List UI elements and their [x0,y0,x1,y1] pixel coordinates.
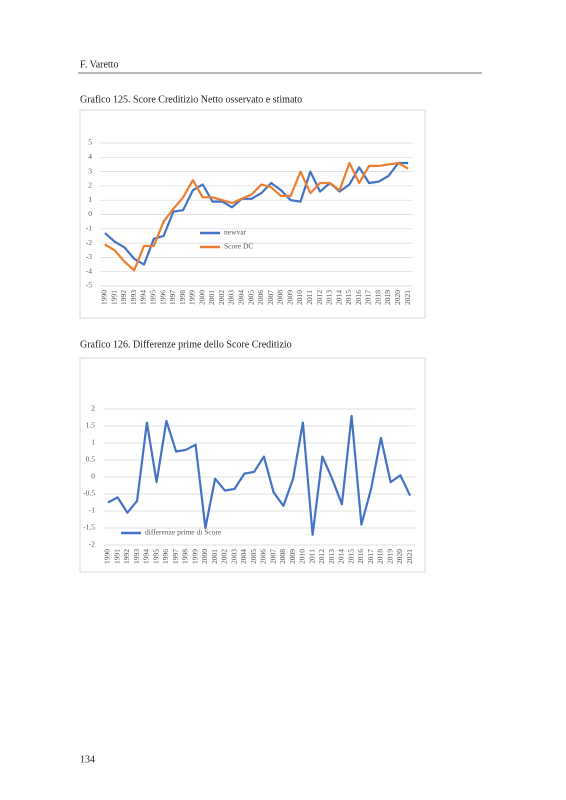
x-tick-label: 2002 [220,549,229,564]
x-tick-label: 1991 [109,290,118,305]
x-tick-label: 1997 [171,549,180,564]
x-tick-label: 1993 [132,549,141,564]
y-tick-label: 0 [88,209,92,218]
x-tick-label: 1998 [181,549,190,564]
x-tick-label: 1999 [190,549,199,564]
x-tick-label: 2021 [405,549,414,564]
x-tick-label: 2017 [364,290,373,305]
y-tick-label: -4 [86,266,92,275]
x-tick-label: 2017 [366,549,375,564]
x-tick-label: 1994 [142,549,151,564]
y-tick-label: 1.5 [86,421,96,430]
page-number: 134 [80,754,95,765]
x-tick-label: 2011 [307,549,316,564]
x-tick-label: 2005 [249,549,258,564]
x-tick-label: 2009 [288,549,297,564]
data-line [104,161,409,272]
x-tick-label: 2015 [346,549,355,564]
x-tick-label: 2018 [374,290,383,305]
x-tick-label: 2018 [376,549,385,564]
x-tick-label: 2016 [356,549,365,564]
y-tick-label: -3 [86,252,92,261]
x-tick-label: 2003 [227,290,236,305]
y-tick-label: 3 [88,166,92,175]
x-tick-label: 2003 [229,549,238,564]
x-tick-label: 2001 [210,549,219,564]
x-tick-label: 2000 [197,290,206,305]
x-tick-label: 2021 [403,290,412,305]
x-tick-label: 2011 [305,290,314,305]
y-tick-label: 0.5 [86,455,96,464]
x-tick-label: 2010 [295,290,304,305]
x-tick-label: 2006 [256,290,265,305]
x-tick-label: 2010 [298,549,307,564]
x-tick-label: 2012 [317,549,326,564]
x-tick-label: 1990 [100,290,109,305]
x-tick-label: 2007 [266,290,275,305]
x-tick-label: 2000 [200,549,209,564]
y-tick-label: 1 [88,195,92,204]
x-tick-label: 2009 [285,290,294,305]
x-tick-label: 2016 [354,290,363,305]
x-tick-label: 1993 [129,290,138,305]
x-tick-label: 2015 [344,290,353,305]
y-tick-label: -0.5 [83,489,95,498]
x-tick-label: 2001 [207,290,216,305]
x-tick-label: 1997 [168,290,177,305]
x-tick-label: 1992 [122,549,131,564]
x-tick-label: 1991 [112,549,121,564]
y-tick-label: 2 [91,404,95,413]
x-tick-label: 1998 [178,290,187,305]
x-tick-label: 2008 [278,549,287,564]
x-tick-label: 1995 [151,549,160,564]
y-tick-label: 0 [91,472,95,481]
figure-caption: Grafico 126. Differenze prime dello Scor… [80,339,292,350]
y-tick-label: -5 [86,281,92,290]
figure-caption: Grafico 125. Score Creditizio Netto osse… [80,94,302,105]
x-tick-label: 2002 [217,290,226,305]
x-tick-label: 2013 [327,549,336,564]
y-tick-label: 2 [88,181,92,190]
y-tick-label: -1.5 [83,523,95,532]
x-tick-label: 2019 [385,549,394,564]
x-tick-label: 2004 [237,290,246,305]
y-tick-label: 5 [88,138,92,147]
y-tick-label: 1 [91,438,95,447]
x-tick-label: 1996 [161,549,170,564]
x-tick-label: 2014 [334,290,343,305]
x-tick-label: 2014 [337,549,346,564]
x-tick-label: 2006 [259,549,268,564]
y-tick-label: -2 [86,238,92,247]
x-tick-label: 2013 [325,290,334,305]
x-tick-label: 2019 [383,290,392,305]
x-tick-label: 2012 [315,290,324,305]
x-tick-label: 1992 [119,290,128,305]
x-tick-label: 2005 [246,290,255,305]
legend-label: Score DC [224,242,253,251]
legend-label: differenze prime di Score [145,528,222,537]
x-tick-label: 2020 [393,290,402,305]
x-tick-label: 2020 [395,549,404,564]
x-tick-label: 1996 [158,290,167,305]
data-line [104,161,409,266]
y-tick-label: -1 [89,506,95,515]
y-tick-label: -1 [86,224,92,233]
y-tick-label: -2 [89,540,95,549]
y-tick-label: 4 [88,152,92,161]
x-tick-label: 2004 [239,549,248,564]
chart-frame [79,109,426,319]
chart-frame [79,357,426,573]
x-tick-label: 2008 [276,290,285,305]
x-tick-label: 2007 [268,549,277,564]
x-tick-label: 1999 [188,290,197,305]
x-tick-label: 1995 [149,290,158,305]
running-header: F. Varetto [80,59,118,70]
x-tick-label: 1994 [139,290,148,305]
legend-label: newvar [224,228,247,237]
data-line [107,414,412,536]
x-tick-label: 1990 [103,549,112,564]
